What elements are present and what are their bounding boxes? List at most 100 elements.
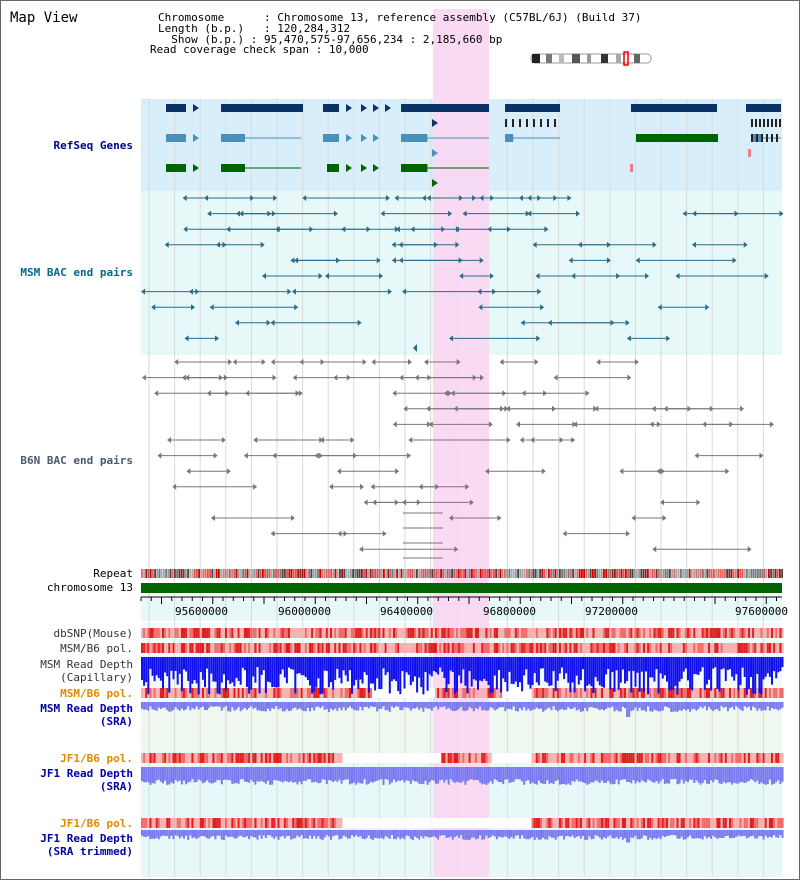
repeat-element <box>726 569 728 578</box>
track-label-jf1-b6-pol-1[interactable]: JF1/B6 pol. <box>60 752 133 765</box>
read-depth-bin <box>579 767 582 782</box>
read-depth-bin <box>584 657 587 692</box>
polymorphism-bin <box>672 643 675 653</box>
polymorphism-bin <box>456 628 459 638</box>
read-depth-bin <box>246 767 248 782</box>
read-depth-bin <box>657 702 660 712</box>
repeat-element <box>352 569 354 578</box>
polymorphism-bin <box>487 628 490 638</box>
bac-end <box>426 405 431 412</box>
bac-end <box>779 210 784 217</box>
read-depth-bin <box>191 702 194 709</box>
track-label-msm-depth-sra[interactable]: MSM Read Depth <box>40 702 133 715</box>
track-label-jf1-depth-sra[interactable]: JF1 Read Depth <box>40 767 133 780</box>
read-depth-bin <box>437 702 440 710</box>
bac-end <box>606 257 611 264</box>
polymorphism-bin <box>246 628 249 638</box>
polymorphism-bin <box>624 688 627 698</box>
track-label-msm-b6-pol-1[interactable]: MSM/B6 pol. <box>60 642 133 655</box>
polymorphism-bin <box>556 628 559 638</box>
polymorphism-bin <box>582 628 585 638</box>
read-depth-bin <box>724 830 727 837</box>
polymorphism-bin <box>491 643 494 653</box>
gene-strand-arrow <box>361 104 367 112</box>
polymorphism-bin <box>579 628 582 638</box>
repeat-element <box>451 569 453 578</box>
repeat-element <box>380 569 383 578</box>
bac-end <box>571 437 576 443</box>
bac-end <box>416 499 421 506</box>
read-depth-bin <box>554 657 557 692</box>
polymorphism-bin <box>260 818 263 828</box>
repeat-element <box>669 569 671 578</box>
gene-exon <box>763 119 765 127</box>
polymorphism-bin <box>504 818 507 828</box>
track-label-b6n-bac[interactable]: B6N BAC end pairs <box>20 454 133 467</box>
read-depth-bin <box>149 657 152 669</box>
polymorphism-bin <box>752 818 755 828</box>
read-depth-bin <box>470 702 473 709</box>
polymorphism-bin <box>624 643 627 653</box>
polymorphism-bin <box>766 643 769 653</box>
polymorphism-bin <box>684 628 687 638</box>
axis-tick-label: 97200000 <box>585 605 638 618</box>
polymorphism-bin <box>231 628 234 638</box>
read-depth-bin <box>649 830 652 838</box>
track-label-refseq[interactable]: RefSeq Genes <box>53 139 133 152</box>
read-depth-bin <box>153 657 156 682</box>
bac-end <box>234 319 239 326</box>
polymorphism-bin <box>430 818 433 828</box>
polymorphism-bin <box>176 643 179 653</box>
polymorphism-bin <box>481 643 484 653</box>
polymorphism-bin <box>634 688 637 698</box>
polymorphism-bin <box>684 753 687 763</box>
polymorphism-bin <box>388 753 391 763</box>
polymorphism-bin <box>477 643 480 653</box>
read-depth-bin <box>663 702 666 707</box>
read-depth-bin <box>243 830 246 838</box>
read-depth-bin <box>477 702 479 710</box>
read-depth-bin <box>666 657 668 682</box>
read-depth-bin <box>445 657 448 693</box>
read-depth-bin <box>729 702 731 709</box>
polymorphism-bin <box>168 628 171 638</box>
track-label-dbsnp[interactable]: dbSNP(Mouse) <box>53 627 133 640</box>
read-depth-bin <box>577 657 580 685</box>
polymorphism-bin <box>512 628 515 638</box>
polymorphism-bin <box>162 818 165 828</box>
repeat-element <box>539 569 541 578</box>
polymorphism-bin <box>372 688 375 698</box>
read-depth-bin <box>483 830 486 840</box>
track-label-msm-depth-capillary[interactable]: MSM Read Depth <box>40 658 133 671</box>
polymorphism-bin <box>222 688 225 698</box>
read-depth-bin <box>766 657 769 674</box>
bac-end <box>408 359 413 365</box>
read-depth-bin <box>569 767 572 785</box>
gene-exon <box>630 164 633 172</box>
polymorphism-bin <box>281 628 284 638</box>
track-label-msm-b6-pol-2[interactable]: MSM/B6 pol. <box>60 687 133 700</box>
polymorphism-bin <box>206 643 209 653</box>
read-depth-bin <box>670 830 673 836</box>
polymorphism-bin <box>611 688 614 698</box>
track-label-jf1-depth-trimmed[interactable]: JF1 Read Depth <box>40 832 133 845</box>
read-depth-bin <box>323 702 326 711</box>
read-depth-bin <box>290 657 293 670</box>
bac-end <box>540 304 545 311</box>
polymorphism-bin <box>750 628 753 638</box>
track-label-msm-bac[interactable]: MSM BAC end pairs <box>20 266 133 279</box>
bac-end <box>370 483 375 490</box>
polymorphism-bin <box>603 688 606 698</box>
polymorphism-bin <box>682 628 685 638</box>
polymorphism-bin <box>697 628 700 638</box>
polymorphism-bin <box>498 753 501 763</box>
polymorphism-bin <box>180 688 183 698</box>
polymorphism-bin <box>145 643 148 653</box>
track-label-jf1-b6-pol-2[interactable]: JF1/B6 pol. <box>60 817 133 830</box>
bac-end <box>527 195 532 201</box>
polymorphism-bin <box>449 643 452 653</box>
polymorphism-bin <box>674 818 677 828</box>
read-depth-bin <box>275 657 278 688</box>
read-depth-bin <box>388 767 391 785</box>
